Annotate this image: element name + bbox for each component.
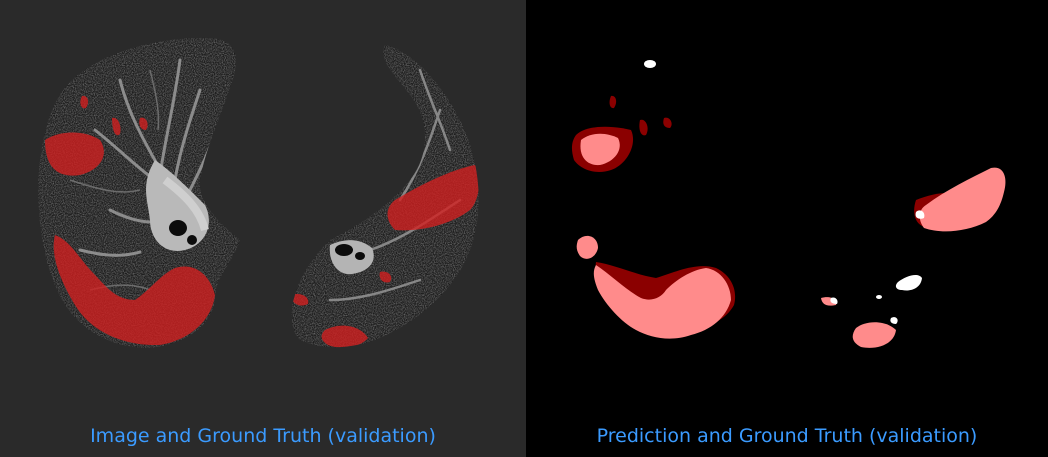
left-panel-caption: Image and Ground Truth (validation) xyxy=(90,425,436,447)
segmentation-mask-image xyxy=(571,60,1006,348)
prediction-only-mask xyxy=(644,60,925,324)
image-ground-truth-panel: Image and Ground Truth (validation) xyxy=(0,0,526,457)
right-panel-caption: Prediction and Ground Truth (validation) xyxy=(596,425,978,447)
ground-truth-overlay xyxy=(45,95,479,348)
ct-scan-image xyxy=(38,37,479,348)
prediction-overlap-mask xyxy=(576,133,1006,348)
prediction-ground-truth-panel: Prediction and Ground Truth (validation) xyxy=(526,0,1048,457)
